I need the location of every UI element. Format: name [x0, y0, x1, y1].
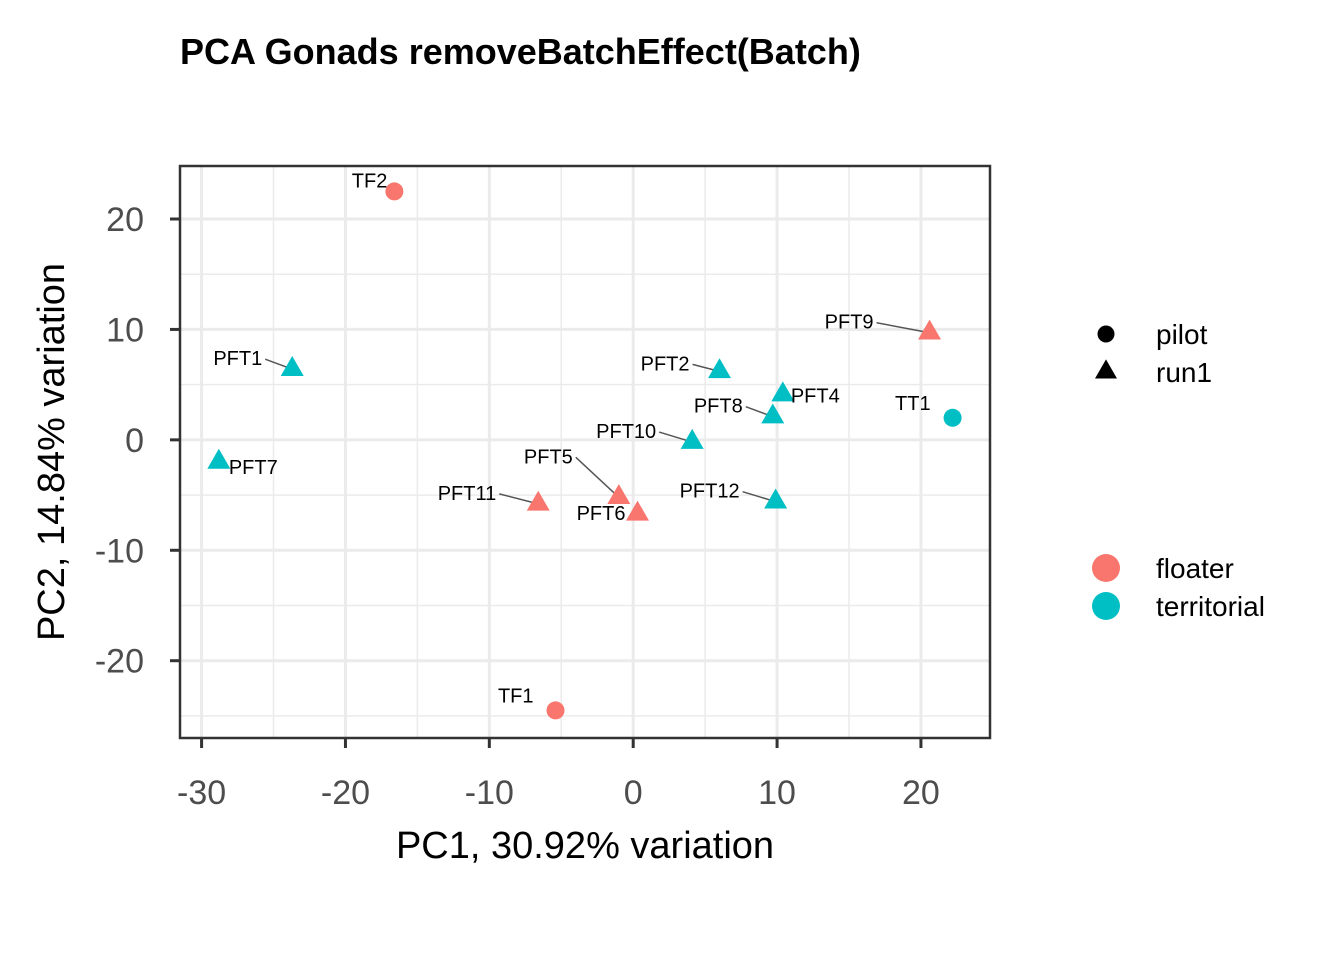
y-tick-label: 0 — [125, 422, 144, 460]
data-points: TF2 TF1 TT1 PFT1 PFT7 PFT2 PFT4 PFT8 PFT10 PFT12 P… — [207, 170, 962, 720]
point-label: TT1 — [895, 393, 931, 415]
triangle-point — [761, 403, 785, 424]
point-label: PFT6 — [577, 503, 626, 525]
y-axis-title: PC2, 14.84% variation — [31, 263, 73, 641]
legend-key-color — [1092, 592, 1120, 620]
point-label: PFT2 — [641, 353, 690, 375]
legend-label: territorial — [1156, 591, 1265, 622]
x-tick-label: -10 — [465, 774, 514, 812]
point-label: PFT1 — [213, 348, 262, 370]
point-label: PFT12 — [680, 481, 740, 503]
circle-point — [943, 408, 962, 427]
triangle-point — [526, 490, 550, 511]
triangle-point — [280, 356, 304, 376]
point-label: PFT5 — [524, 446, 573, 468]
y-tick-label: -10 — [95, 532, 144, 570]
point-label: PFT9 — [825, 312, 874, 334]
x-axis-title: PC1, 30.92% variation — [396, 825, 774, 867]
legend: pilot run1 floater territorial — [1092, 319, 1265, 622]
point-label: PFT7 — [229, 457, 278, 479]
plot-panel: TF2 TF1 TT1 PFT1 PFT7 PFT2 PFT4 PFT8 PFT10 PFT12 P… — [178, 164, 992, 740]
x-tick-label: -20 — [321, 774, 370, 812]
triangle-point — [680, 428, 704, 449]
x-tick-label: 20 — [902, 774, 940, 812]
legend-key-color — [1092, 554, 1120, 582]
axes: -30 -20 -10 0 10 20 -20 -10 0 10 20 — [95, 201, 940, 812]
x-tick-label: -30 — [177, 774, 226, 812]
point-label: PFT11 — [438, 483, 497, 505]
circle-point — [385, 182, 404, 201]
triangle-point — [207, 448, 231, 469]
panel-border — [178, 164, 992, 740]
legend-label: pilot — [1156, 319, 1208, 350]
triangle-point — [764, 488, 788, 509]
circle-point — [546, 701, 565, 720]
legend-key-triangle — [1095, 359, 1117, 379]
point-label: TF1 — [498, 685, 534, 707]
triangle-point — [607, 484, 631, 505]
triangle-point — [918, 319, 942, 340]
point-label: PFT8 — [694, 396, 743, 418]
label-leader-line — [575, 456, 620, 498]
point-label: TF2 — [352, 170, 388, 192]
label-leader-line — [876, 322, 930, 334]
legend-label: floater — [1156, 553, 1234, 584]
x-tick-label: 10 — [758, 774, 796, 812]
point-label: PFT4 — [791, 386, 840, 408]
chart-title: PCA Gonads removeBatchEffect(Batch) — [180, 31, 861, 72]
legend-label: run1 — [1156, 357, 1212, 388]
triangle-point — [708, 358, 732, 379]
triangle-point — [626, 500, 650, 521]
y-tick-label: -20 — [95, 643, 144, 681]
triangle-point — [771, 381, 795, 402]
y-tick-label: 10 — [106, 311, 144, 349]
legend-key-circle — [1097, 325, 1115, 343]
y-tick-label: 20 — [106, 201, 144, 239]
x-tick-label: 0 — [624, 774, 643, 812]
point-label: PFT10 — [596, 421, 656, 443]
